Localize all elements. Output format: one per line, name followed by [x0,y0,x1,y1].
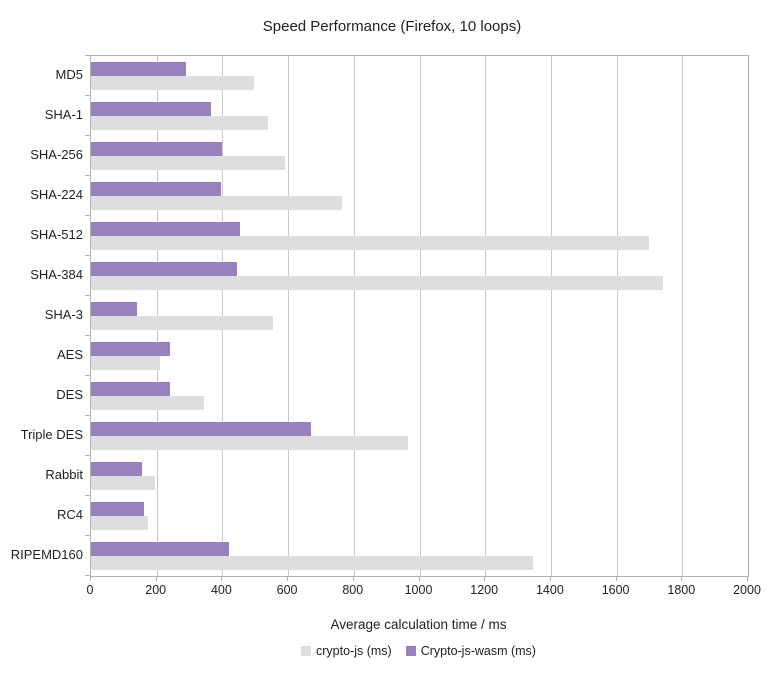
gridline-800 [353,56,355,576]
y-tick-mark-8 [85,375,90,376]
x-tick-label-0: 0 [86,583,94,597]
y-tick-mark-7 [85,335,90,336]
bar-crypto-js-wasm-ms-sha-384 [91,261,238,276]
gridline-600 [288,56,290,576]
legend: crypto-js (ms) Crypto-js-wasm (ms) [90,644,747,658]
x-tick-mark-1600 [615,576,617,581]
y-tick-mark-0 [85,55,90,56]
bar-crypto-js-wasm-ms-des [91,381,170,396]
x-tick-label-200: 200 [145,583,167,597]
x-tick-mark-0 [90,576,91,581]
bar-crypto-js-ms-des [91,396,205,411]
y-category-label-rc4: RC4 [56,507,83,522]
y-category-label-sha-512: SHA-512 [30,227,83,242]
x-tick-mark-800 [352,576,354,581]
legend-label-crypto-js-ms: crypto-js (ms) [316,644,392,658]
y-category-label-sha-3: SHA-3 [44,307,83,322]
y-category-label-sha-1: SHA-1 [44,107,83,122]
y-tick-mark-9 [85,415,90,416]
x-tick-mark-200 [155,576,157,581]
bar-crypto-js-ms-sha-384 [91,276,663,291]
y-tick-mark-3 [85,175,90,176]
bar-crypto-js-ms-ripemd160 [91,556,533,571]
y-tick-mark-4 [85,215,90,216]
x-tick-mark-1800 [681,576,683,581]
bar-crypto-js-wasm-ms-rabbit [91,461,142,476]
bar-crypto-js-ms-triple-des [91,436,408,451]
chart-title: Speed Performance (Firefox, 10 loops) [262,18,522,35]
bar-crypto-js-wasm-ms-md5 [91,61,187,76]
bar-crypto-js-wasm-ms-sha-3 [91,301,137,316]
x-tick-mark-2000 [747,576,748,581]
y-category-label-des: DES [56,387,83,402]
x-tick-label-1800: 1800 [667,583,696,597]
y-category-label-aes: AES [56,347,83,362]
y-category-label-sha-384: SHA-384 [30,267,83,282]
bar-crypto-js-ms-sha-224 [91,196,343,211]
y-category-label-ripemd160: RIPEMD160 [10,547,83,562]
x-tick-mark-400 [221,576,223,581]
x-tick-mark-1200 [484,576,486,581]
y-tick-mark-6 [85,295,90,296]
gridline-1800 [682,56,684,576]
y-category-label-sha-256: SHA-256 [30,147,83,162]
legend-item-crypto-js-wasm-ms: Crypto-js-wasm (ms) [405,644,536,658]
bar-crypto-js-wasm-ms-ripemd160 [91,541,229,556]
bar-crypto-js-wasm-ms-sha-512 [91,221,241,236]
x-tick-label-600: 600 [276,583,298,597]
bar-crypto-js-wasm-ms-sha-256 [91,141,223,156]
y-tick-mark-2 [85,135,90,136]
bar-crypto-js-wasm-ms-triple-des [91,421,312,436]
x-tick-mark-600 [287,576,289,581]
bar-crypto-js-wasm-ms-rc4 [91,501,144,516]
x-tick-label-1200: 1200 [470,583,499,597]
x-tick-label-1000: 1000 [404,583,433,597]
gridline-1400 [550,56,552,576]
y-tick-mark-12 [85,535,90,536]
y-category-label-triple-des: Triple DES [20,427,83,442]
x-tick-label-2000: 2000 [733,583,761,597]
x-tick-label-1600: 1600 [601,583,630,597]
y-tick-mark-5 [85,255,90,256]
y-category-label-sha-224: SHA-224 [30,187,83,202]
bar-crypto-js-ms-sha-512 [91,236,650,251]
plot-area [90,55,749,577]
x-tick-label-1400: 1400 [535,583,564,597]
legend-item-crypto-js-ms: crypto-js (ms) [301,644,392,658]
legend-swatch-crypto-js-ms [301,646,311,656]
bar-crypto-js-ms-md5 [91,76,254,91]
bar-crypto-js-wasm-ms-sha-1 [91,101,211,116]
gridline-1200 [485,56,487,576]
x-tick-label-800: 800 [342,583,364,597]
gridline-1600 [616,56,618,576]
x-axis-title: Average calculation time / ms [330,617,507,632]
bar-crypto-js-wasm-ms-sha-224 [91,181,221,196]
y-tick-mark-10 [85,455,90,456]
legend-swatch-crypto-js-wasm-ms [405,646,416,656]
bar-crypto-js-ms-sha-1 [91,116,269,131]
bar-crypto-js-ms-sha-256 [91,156,285,171]
x-tick-label-400: 400 [210,583,232,597]
bar-crypto-js-wasm-ms-aes [91,341,170,356]
x-tick-mark-1000 [418,576,420,581]
legend-label-crypto-js-wasm-ms: Crypto-js-wasm (ms) [420,644,536,658]
y-tick-mark-1 [85,95,90,96]
bar-crypto-js-ms-aes [91,356,160,371]
y-tick-mark-13 [85,575,90,576]
y-tick-mark-11 [85,495,90,496]
bar-crypto-js-ms-rc4 [91,516,149,531]
y-category-label-md5: MD5 [55,67,83,82]
bar-crypto-js-ms-sha-3 [91,316,274,331]
x-tick-mark-1400 [549,576,551,581]
gridline-1000 [419,56,421,576]
y-category-label-rabbit: Rabbit [45,467,83,482]
bar-crypto-js-ms-rabbit [91,476,156,491]
